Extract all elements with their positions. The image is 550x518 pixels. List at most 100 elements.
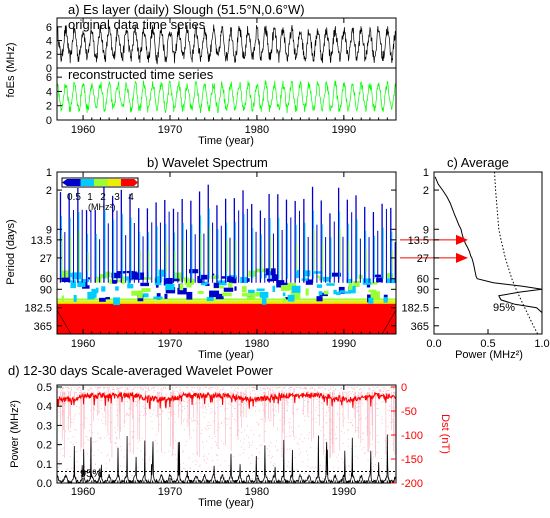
dst-hourly-dot <box>106 435 108 437</box>
dst-hourly-dot <box>343 477 345 479</box>
dst-hourly-dot <box>314 410 316 411</box>
dst-hourly-dot <box>250 408 252 410</box>
dst-hourly-dot <box>141 458 143 460</box>
colorbar-swatch <box>121 179 135 186</box>
dst-hourly-dot <box>296 468 298 470</box>
dst-hourly-dot <box>311 387 313 389</box>
dst-hourly-dot <box>106 467 108 469</box>
dst-hourly-dot <box>320 430 322 432</box>
dst-hourly-dot <box>388 390 390 391</box>
dst-hourly-dot <box>294 388 296 390</box>
dst-hourly-dot <box>234 407 236 409</box>
dst-hourly-dot <box>143 387 145 389</box>
panel-c-arrow-head <box>456 234 468 245</box>
dst-hourly-dot <box>66 387 68 389</box>
dst-hourly-dot <box>192 391 194 393</box>
dst-hourly-dot <box>221 422 223 424</box>
dst-hourly-dot <box>379 391 381 392</box>
dst-hourly-dot <box>107 420 109 422</box>
dst-hourly-dot <box>273 465 275 467</box>
dst-hourly-dot <box>363 473 365 475</box>
dst-hourly-dot <box>128 407 130 409</box>
dst-hourly-dot <box>208 388 209 390</box>
dst-hourly-dot <box>68 387 69 389</box>
dst-hourly-dot <box>251 471 253 473</box>
wavelet-patch <box>199 274 208 280</box>
dst-hourly-dot <box>249 391 251 393</box>
dst-hourly-dot <box>392 436 394 438</box>
dst-hourly-dot <box>102 413 104 415</box>
dst-hourly-dot <box>213 387 215 388</box>
dst-hourly-dot <box>349 473 351 475</box>
panel-c-ytick-label: 365 <box>411 321 429 333</box>
dst-hourly-dot <box>191 389 193 391</box>
dst-hourly-dot <box>365 418 367 420</box>
dst-hourly-dot <box>93 473 95 475</box>
dst-hourly-dot <box>230 434 232 436</box>
dst-hourly-dot <box>340 398 342 400</box>
dst-hourly-dot <box>70 418 72 420</box>
dst-hourly-dot <box>165 388 167 390</box>
dst-hourly-dot <box>325 443 327 444</box>
dst-hourly-dot <box>119 387 121 389</box>
dst-hourly-dot <box>296 387 298 389</box>
wavelet-patch <box>346 278 353 284</box>
dst-hourly-dot <box>111 403 113 405</box>
colorbar-swatch <box>67 179 81 186</box>
dst-hourly-dot <box>219 405 221 407</box>
dst-hourly-dot <box>251 387 253 388</box>
panel-a-ytick-label: 4 <box>46 86 52 98</box>
dst-hourly-dot <box>201 429 203 431</box>
dst-hourly-dot <box>289 387 291 388</box>
panel-a-title: a) Es layer (daily) Slough (51.5°N,0.6°W… <box>68 2 305 17</box>
dst-hourly-dot <box>200 472 202 474</box>
dst-hourly-dot <box>217 455 219 457</box>
wavelet-patch <box>339 290 346 293</box>
dst-hourly-dot <box>185 445 186 446</box>
dst-hourly-dot <box>209 387 211 389</box>
dst-hourly-dot <box>272 408 274 410</box>
dst-hourly-dot <box>200 406 202 408</box>
dst-hourly-dot <box>384 393 386 395</box>
dst-hourly-dot <box>184 401 185 402</box>
dst-hourly-dot <box>107 387 109 388</box>
dst-hourly-dot <box>279 419 281 421</box>
wavelet-patch <box>368 289 377 293</box>
dst-hourly-dot <box>344 391 346 393</box>
dst-hourly-dot <box>84 442 85 444</box>
dst-hourly-dot <box>59 460 61 462</box>
dst-hourly-dot <box>67 390 69 392</box>
dst-hourly-dot <box>347 387 349 389</box>
dst-hourly-dot <box>272 390 274 392</box>
dst-hourly-dot <box>349 474 350 476</box>
dst-hourly-dot <box>152 387 154 388</box>
dst-hourly-dot <box>385 388 387 389</box>
dst-hourly-dot <box>165 396 167 398</box>
dst-hourly-dot <box>289 467 291 469</box>
dst-hourly-dot <box>374 454 376 456</box>
dst-hourly-dot <box>112 387 114 388</box>
dst-hourly-dot <box>197 420 199 422</box>
dst-hourly-dot <box>171 405 173 407</box>
dst-hourly-dot <box>287 465 289 467</box>
dst-hourly-dot <box>338 454 340 456</box>
dst-hourly-dot <box>263 392 265 394</box>
dst-hourly-dot <box>267 387 269 388</box>
dst-hourly-dot <box>368 387 370 389</box>
dst-hourly-dot <box>128 391 130 393</box>
dst-hourly-dot <box>252 396 254 398</box>
dst-hourly-dot <box>207 425 208 427</box>
dst-hourly-dot <box>114 442 116 444</box>
dst-hourly-dot <box>145 387 147 388</box>
wavelet-patch <box>131 290 140 296</box>
dst-hourly-dot <box>117 391 119 393</box>
dst-hourly-dot <box>267 388 269 390</box>
dst-hourly-dot <box>248 457 250 459</box>
dst-hourly-dot <box>75 413 77 415</box>
dst-hourly-dot <box>125 466 127 468</box>
dst-hourly-dot <box>149 412 151 414</box>
dst-hourly-dot <box>311 387 313 388</box>
dst-hourly-dot <box>332 387 334 389</box>
dst-hourly-dot <box>258 424 259 426</box>
dst-hourly-dot <box>221 440 223 442</box>
